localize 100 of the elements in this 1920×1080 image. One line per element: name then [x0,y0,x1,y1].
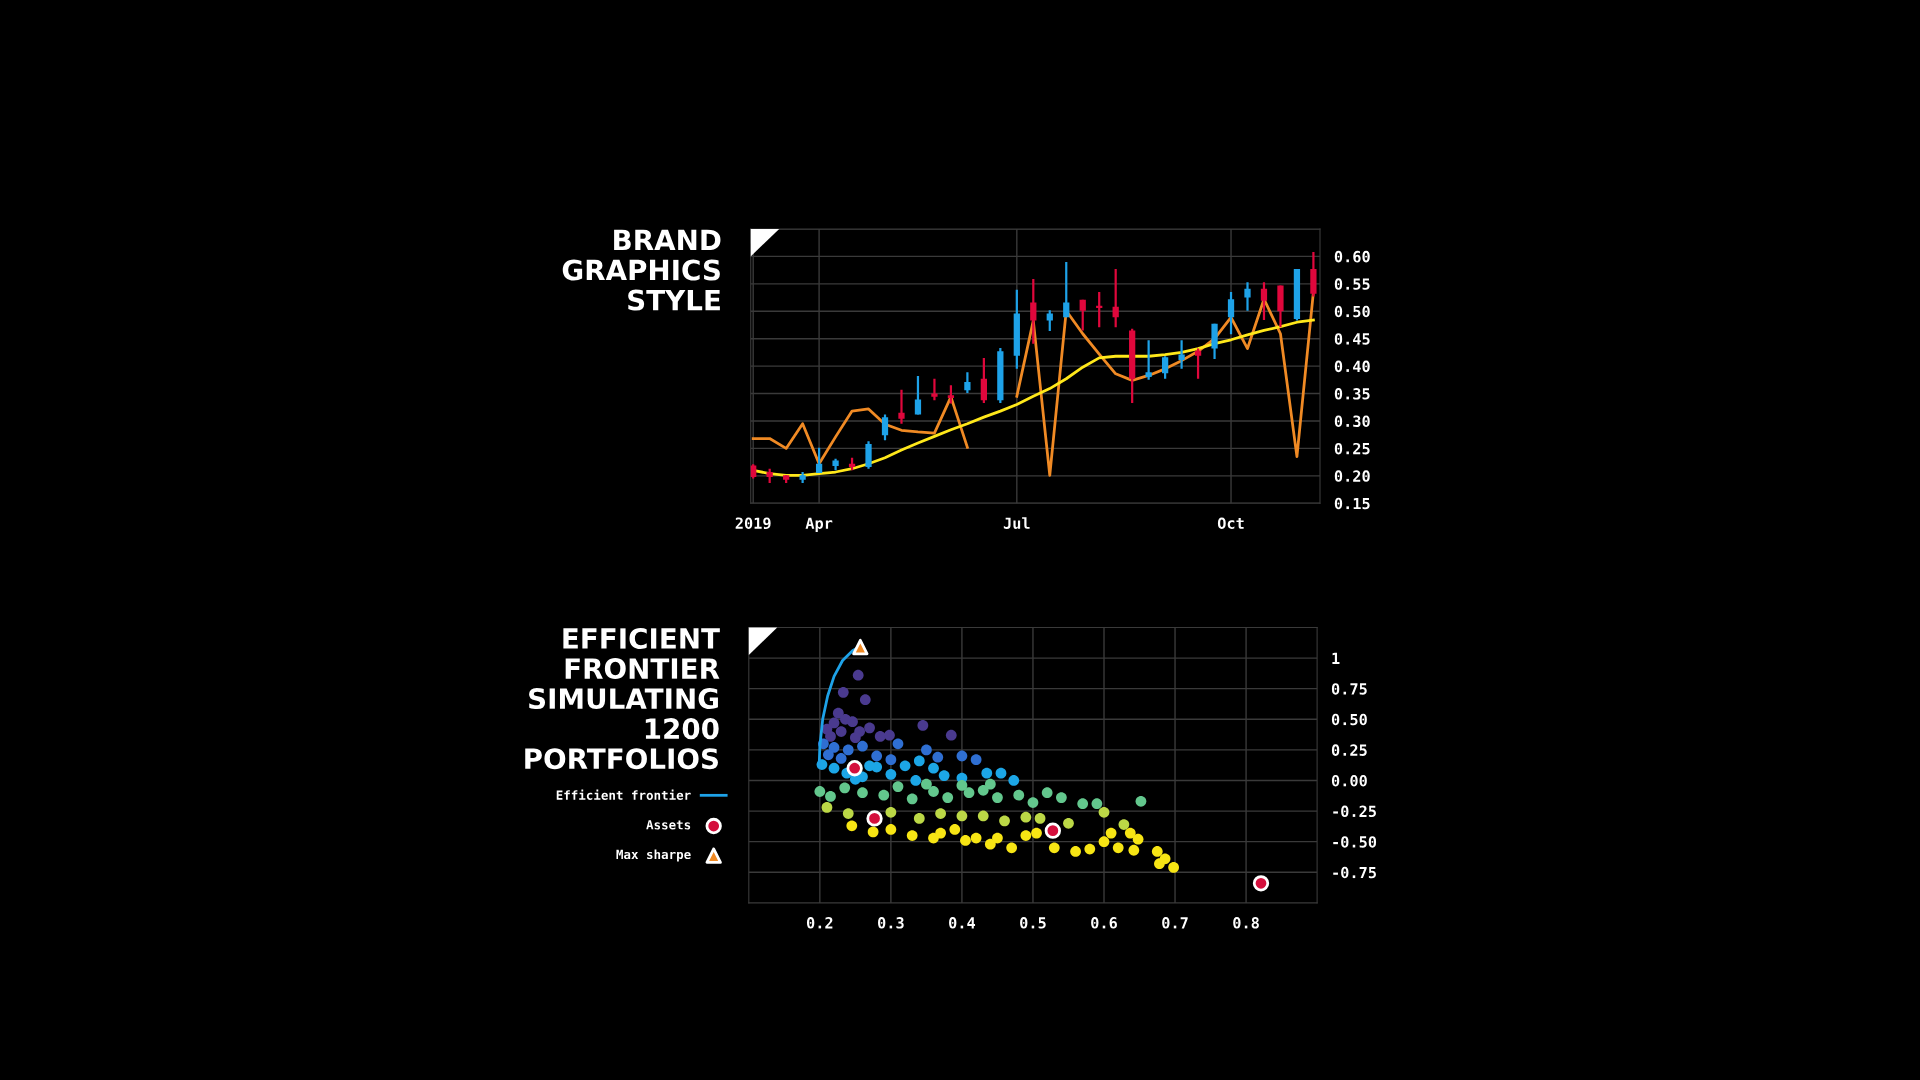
candlestick [947,384,955,405]
point [885,806,897,818]
point [1013,789,1025,801]
candlestick [980,356,987,404]
y-tick-label: 0.25 [1334,442,1370,455]
candlestick [1161,355,1169,380]
point [1132,833,1144,845]
point [1124,827,1136,839]
point [1252,875,1270,892]
point [874,731,886,742]
point [892,738,904,750]
x-tick-label: 0.6 [1091,917,1117,929]
x-tick-label: 0.5 [1020,917,1046,929]
point [1031,827,1042,839]
point [956,810,968,822]
point [828,742,840,753]
point [846,820,858,832]
text: BRAND GRAPHICS STYLE [562,229,721,311]
point [1070,846,1081,857]
point [992,832,1003,844]
y-tick-label: 0.60 [1334,250,1370,263]
point [832,707,844,719]
point [1020,830,1032,841]
point [1006,842,1018,854]
point [864,760,875,772]
legend-label: Efficient frontier [556,789,691,800]
y-tick-label: 0.50 [1331,713,1367,726]
y-tick-label: 0.25 [1331,744,1367,756]
point [885,754,897,766]
legend-label: Assets [646,820,691,830]
point [837,686,849,698]
y-tick-label: 0.00 [1331,774,1367,787]
point [1118,819,1130,830]
y-tick-label: -0.25 [1333,805,1376,818]
point [828,717,840,729]
candlestick [931,377,938,402]
point [992,792,1003,803]
point [1091,798,1103,810]
point [1020,811,1032,823]
point [1112,842,1124,854]
point [1084,843,1096,855]
candlestick [1244,281,1251,312]
point [884,729,895,741]
point [906,793,918,805]
point [1056,792,1067,803]
point [917,720,929,731]
candlestick [1194,347,1202,380]
point [859,694,871,706]
y-tick-label: 0.15 [1334,497,1370,510]
x-tick-label: 0.8 [1233,917,1259,929]
point [1048,842,1060,854]
y-tick-label: -0.75 [1333,866,1376,879]
point [825,791,836,802]
point [984,838,996,850]
point [864,722,875,734]
point [892,781,904,792]
y-tick-label: -0.50 [1333,836,1377,848]
y-tick-label: 0.50 [1334,305,1370,318]
point [822,749,834,761]
point [963,787,975,799]
y-tick-label: 0.55 [1334,278,1370,290]
point [928,786,939,797]
candlestick [1063,260,1070,319]
x-tick-label: 0.4 [949,917,976,929]
point [999,815,1010,827]
point [956,750,968,762]
point [878,789,890,801]
point [814,786,826,797]
point [1098,806,1110,818]
point [899,760,911,772]
point [928,832,939,844]
point [1168,862,1179,873]
y-tick-label: 0.40 [1334,360,1370,373]
candlestick [1145,339,1152,381]
point [932,751,944,763]
y-tick-label: 0.35 [1334,388,1370,400]
candlestick [815,446,823,475]
point [1128,844,1140,856]
point [1077,798,1089,810]
x-tick-label: Apr [805,517,833,532]
point [945,729,957,741]
point [913,755,925,767]
candlestick [1260,281,1268,322]
y-tick-label: 0.45 [1334,333,1370,345]
point [960,835,971,846]
x-tick-label: 2019 [735,517,771,530]
point [828,762,840,774]
point [857,740,868,752]
point [1034,813,1046,824]
y-tick-label: 0.75 [1331,683,1367,695]
point [867,826,879,838]
point [1008,775,1020,786]
x-tick-label: 0.7 [1162,917,1188,929]
candlestick [1178,339,1185,370]
x-tick-label: 0.3 [878,917,904,929]
point [938,770,950,781]
point [995,767,1007,779]
point [1135,795,1147,807]
candlestick [898,388,905,425]
x-tick-label: Jul [1003,517,1030,529]
